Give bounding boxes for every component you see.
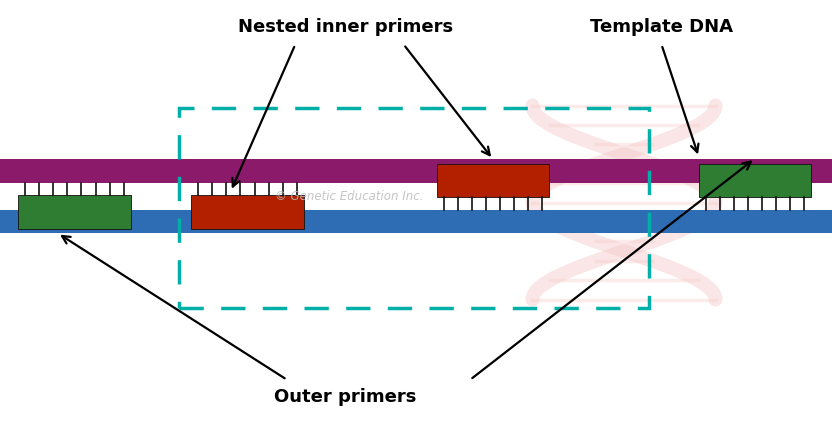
Bar: [437, 164, 549, 197]
Bar: [179, 108, 649, 308]
Text: Nested inner primers: Nested inner primers: [238, 19, 453, 36]
Bar: [0, 159, 832, 183]
Text: © Genetic Education Inc.: © Genetic Education Inc.: [275, 190, 423, 203]
Bar: [191, 195, 304, 229]
Text: Outer primers: Outer primers: [274, 388, 417, 406]
Bar: [18, 195, 131, 229]
Bar: [699, 164, 811, 197]
Text: Template DNA: Template DNA: [590, 19, 733, 36]
Bar: [0, 210, 832, 233]
